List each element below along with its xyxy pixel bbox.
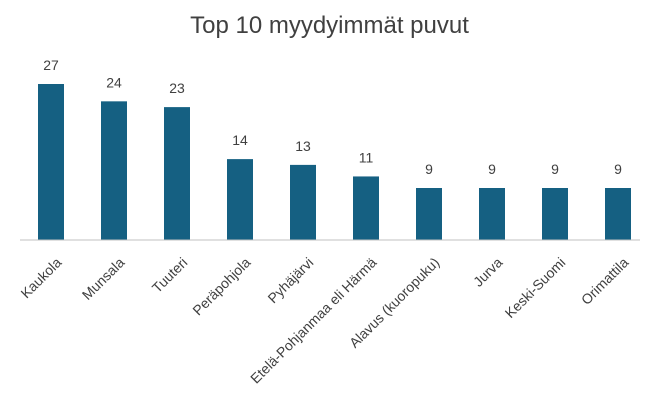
data-label: 9 [488, 161, 496, 177]
data-label: 11 [359, 149, 374, 165]
x-tick-label: Munsala [79, 254, 128, 303]
bar [353, 176, 379, 240]
bar [542, 188, 568, 240]
data-label: 14 [232, 132, 248, 148]
chart-title: Top 10 myydyimmät puvut [190, 12, 469, 39]
data-label: 24 [106, 74, 122, 90]
bar [605, 188, 631, 240]
bar [416, 188, 442, 240]
x-tick-label: Keski-Suomi [502, 254, 569, 321]
x-tick-label: Kaukola [17, 254, 64, 301]
x-tick-label: Peräpohjola [189, 254, 253, 318]
bar [164, 107, 190, 240]
bar [479, 188, 505, 240]
bar [101, 101, 127, 240]
x-tick-label: Jurva [470, 254, 506, 290]
x-tick-label: Orimattila [578, 254, 632, 308]
bar [290, 164, 316, 240]
data-label: 23 [169, 80, 185, 96]
x-tick-label: Pyhäjärvi [264, 254, 316, 306]
bar [227, 159, 253, 240]
data-label: 9 [614, 161, 622, 177]
x-tick-label: Etelä-Pohjanmaa eli Härmä [247, 254, 380, 387]
data-label: 9 [551, 161, 559, 177]
x-tick-label: Tuuteri [149, 254, 191, 296]
data-label: 9 [425, 161, 433, 177]
bar [38, 84, 64, 240]
data-label: 13 [295, 138, 311, 154]
data-label: 27 [43, 57, 59, 73]
